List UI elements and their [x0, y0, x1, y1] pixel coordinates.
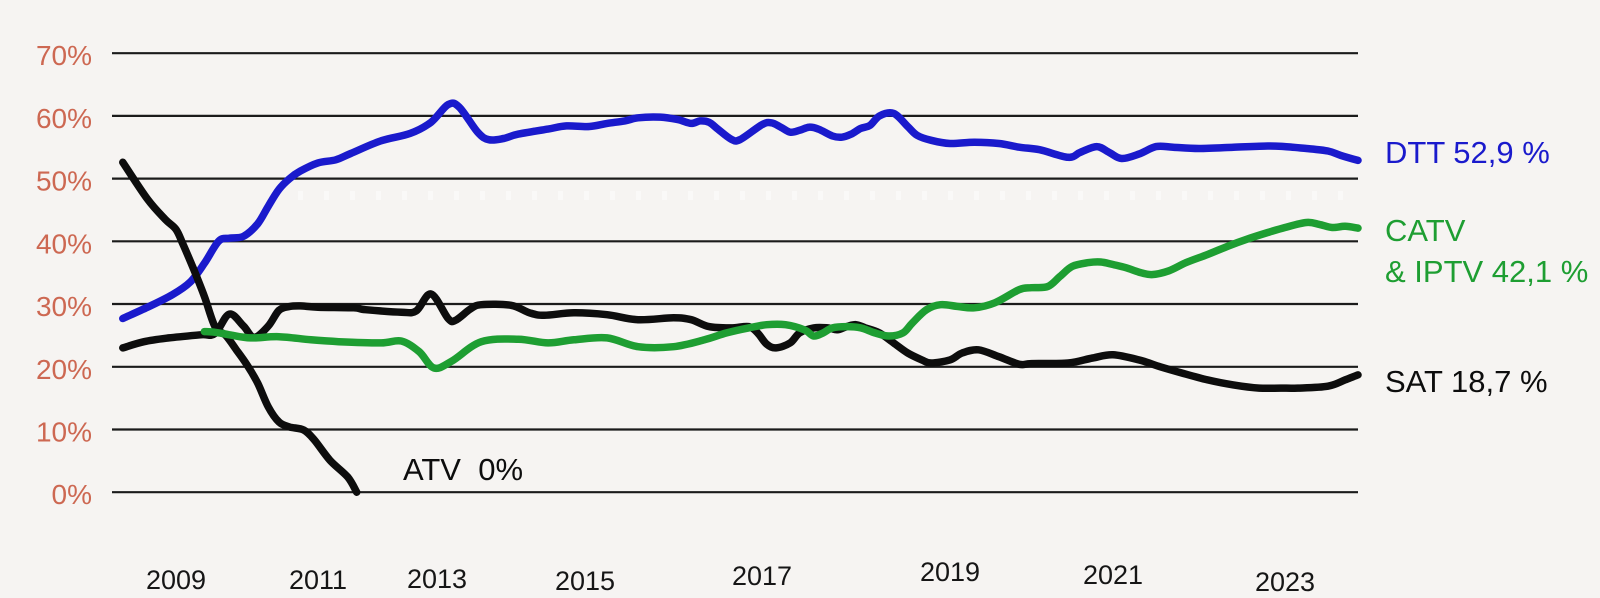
series-label-catv-line2: & IPTV 42,1 % — [1385, 254, 1588, 289]
y-tick-40: 40% — [36, 228, 92, 259]
x-tick-2013: 2013 — [407, 564, 467, 594]
x-tick-2019: 2019 — [920, 557, 980, 587]
y-axis-labels: 70% 60% 50% 40% 30% 20% 10% 0% — [36, 40, 92, 510]
series-label-dtt: DTT 52,9 % — [1385, 135, 1550, 170]
annotation-atv-zero: ATV 0% — [403, 452, 523, 487]
series-line-atv — [119, 158, 361, 496]
x-axis-labels: 2009 2011 2013 2015 2017 2019 2021 2023 — [146, 557, 1315, 597]
series-line-catv-iptv — [200, 218, 1362, 373]
y-tick-70: 70% — [36, 40, 92, 71]
series-lines — [119, 99, 1362, 496]
y-tick-30: 30% — [36, 291, 92, 322]
series-label-sat: SAT 18,7 % — [1385, 364, 1548, 399]
x-tick-2015: 2015 — [555, 566, 615, 596]
series-line-sat — [119, 290, 1362, 393]
y-tick-0: 0% — [52, 479, 92, 510]
x-tick-2021: 2021 — [1083, 560, 1143, 590]
x-tick-2009: 2009 — [146, 565, 206, 595]
y-tick-20: 20% — [36, 354, 92, 385]
x-tick-2017: 2017 — [732, 561, 792, 591]
y-tick-60: 60% — [36, 103, 92, 134]
x-tick-2023: 2023 — [1255, 567, 1315, 597]
series-line-dtt — [119, 99, 1362, 323]
series-label-catv-line1: CATV — [1385, 213, 1466, 248]
y-tick-10: 10% — [36, 417, 92, 448]
x-tick-2011: 2011 — [289, 565, 347, 595]
y-tick-50: 50% — [36, 166, 92, 197]
